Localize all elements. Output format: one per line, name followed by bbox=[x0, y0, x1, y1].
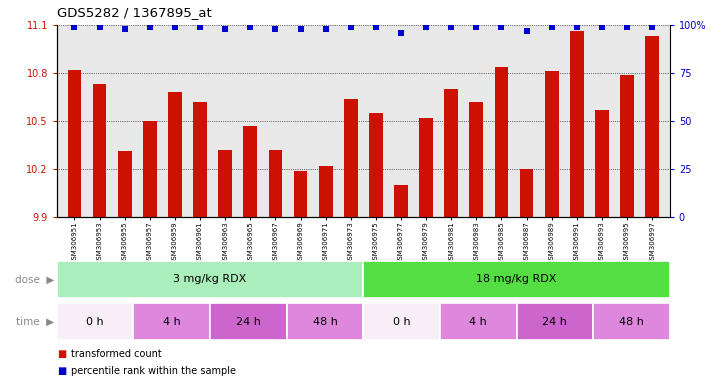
Point bbox=[395, 30, 407, 36]
Bar bbox=[545, 71, 559, 384]
Bar bbox=[68, 70, 81, 384]
Bar bbox=[294, 170, 307, 384]
Text: 3 mg/kg RDX: 3 mg/kg RDX bbox=[173, 274, 247, 285]
Point bbox=[370, 24, 382, 30]
Bar bbox=[210, 303, 287, 340]
Point bbox=[119, 26, 130, 32]
Bar bbox=[620, 74, 634, 384]
Point bbox=[646, 24, 658, 30]
Point bbox=[496, 24, 507, 30]
Point bbox=[69, 24, 80, 30]
Bar bbox=[646, 36, 659, 384]
Text: 0 h: 0 h bbox=[392, 316, 410, 327]
Bar bbox=[363, 303, 440, 340]
Point bbox=[269, 26, 281, 32]
Bar bbox=[593, 303, 670, 340]
Text: 4 h: 4 h bbox=[163, 316, 181, 327]
Bar bbox=[495, 66, 508, 384]
Bar bbox=[287, 303, 363, 340]
Point bbox=[571, 24, 582, 30]
Bar bbox=[516, 303, 593, 340]
Text: transformed count: transformed count bbox=[71, 349, 162, 359]
Text: 24 h: 24 h bbox=[542, 316, 567, 327]
Point bbox=[471, 24, 482, 30]
Bar bbox=[218, 150, 232, 384]
Text: time  ▶: time ▶ bbox=[16, 316, 54, 327]
Bar bbox=[168, 92, 182, 384]
Bar bbox=[193, 102, 207, 384]
Point bbox=[446, 24, 457, 30]
Text: GDS5282 / 1367895_at: GDS5282 / 1367895_at bbox=[57, 6, 212, 19]
Text: 4 h: 4 h bbox=[469, 316, 487, 327]
Text: dose  ▶: dose ▶ bbox=[15, 274, 54, 285]
Text: ■: ■ bbox=[57, 349, 66, 359]
Bar bbox=[440, 303, 516, 340]
Bar bbox=[243, 126, 257, 384]
Bar bbox=[444, 89, 458, 384]
Bar bbox=[92, 84, 107, 384]
Point bbox=[295, 26, 306, 32]
Text: 48 h: 48 h bbox=[313, 316, 338, 327]
Point bbox=[345, 24, 356, 30]
Text: 48 h: 48 h bbox=[619, 316, 644, 327]
Point bbox=[546, 24, 557, 30]
Bar bbox=[319, 166, 333, 384]
Text: 18 mg/kg RDX: 18 mg/kg RDX bbox=[476, 274, 557, 285]
Bar bbox=[118, 151, 132, 384]
Bar bbox=[57, 261, 363, 298]
Bar bbox=[269, 150, 282, 384]
Bar bbox=[469, 102, 483, 384]
Bar bbox=[57, 303, 134, 340]
Point bbox=[144, 24, 156, 30]
Point bbox=[94, 24, 105, 30]
Point bbox=[597, 24, 608, 30]
Bar bbox=[570, 31, 584, 384]
Point bbox=[621, 24, 633, 30]
Point bbox=[420, 24, 432, 30]
Point bbox=[521, 28, 533, 34]
Point bbox=[320, 26, 331, 32]
Bar bbox=[369, 113, 383, 384]
Bar bbox=[394, 185, 408, 384]
Point bbox=[169, 24, 181, 30]
Text: ■: ■ bbox=[57, 366, 66, 376]
Text: 0 h: 0 h bbox=[86, 316, 104, 327]
Point bbox=[194, 24, 205, 30]
Point bbox=[220, 26, 231, 32]
Bar bbox=[419, 118, 433, 384]
Bar bbox=[595, 110, 609, 384]
Bar bbox=[143, 121, 156, 384]
Point bbox=[245, 24, 256, 30]
Text: percentile rank within the sample: percentile rank within the sample bbox=[71, 366, 236, 376]
Bar bbox=[520, 169, 533, 384]
Bar bbox=[363, 261, 670, 298]
Text: 24 h: 24 h bbox=[236, 316, 261, 327]
Bar bbox=[134, 303, 210, 340]
Bar bbox=[344, 99, 358, 384]
